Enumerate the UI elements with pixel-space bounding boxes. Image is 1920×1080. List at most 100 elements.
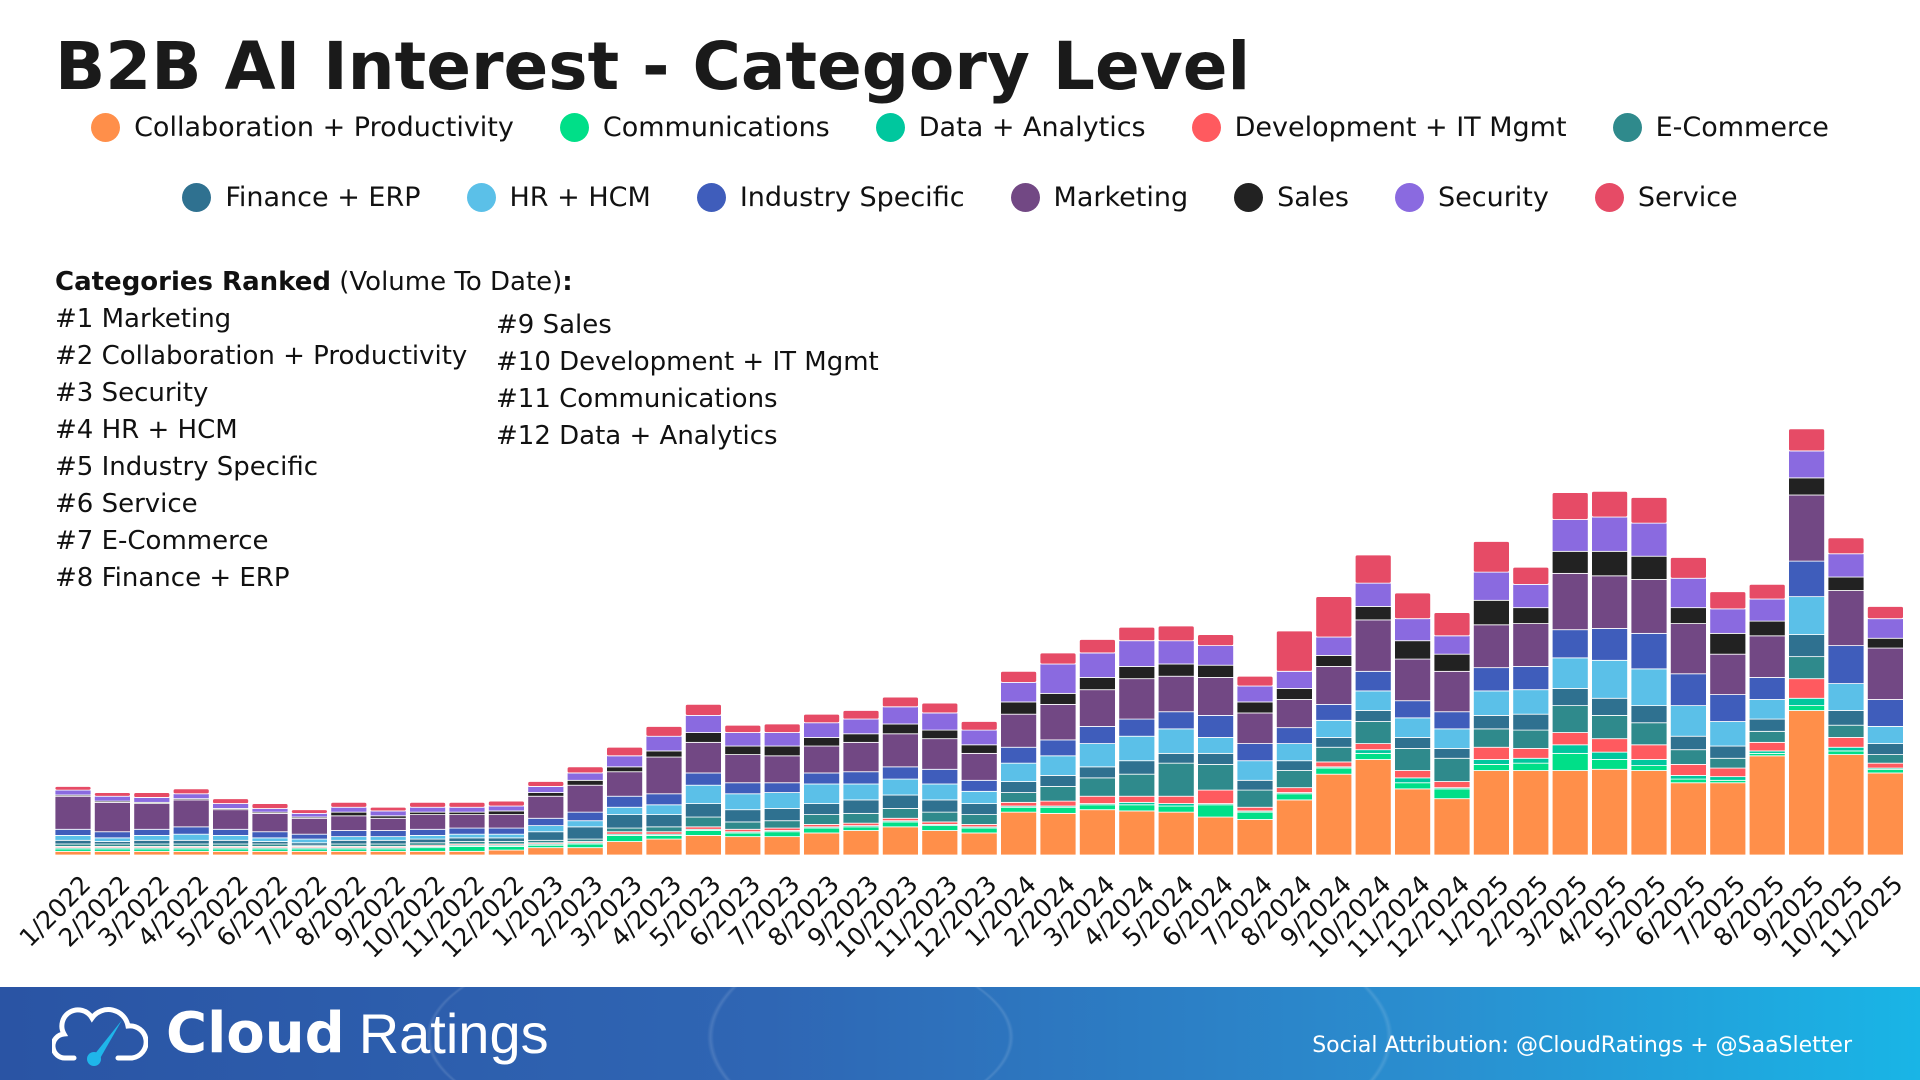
bar-segment-hr-hcm xyxy=(1670,705,1707,737)
bar-segment-finance-erp xyxy=(212,839,250,845)
bar-segment-service xyxy=(448,801,486,808)
bar-segment-marketing xyxy=(1551,572,1589,631)
bar-segment-collaboration-productivity xyxy=(1867,772,1904,856)
bar-segment-finance-erp xyxy=(133,839,171,845)
bar-segment-communications xyxy=(1000,806,1037,813)
bar-segment-collaboration-productivity xyxy=(1788,710,1825,856)
bar-segment-finance-erp xyxy=(842,799,880,814)
bar-segment-service xyxy=(1197,634,1234,647)
bar-segment-service xyxy=(1630,497,1668,524)
bar-segment-development-it-mgmt xyxy=(1276,787,1313,793)
bar-segment-collaboration-productivity xyxy=(1670,782,1707,856)
bar-segment-development-it-mgmt xyxy=(1748,741,1786,752)
bar-segment-finance-erp xyxy=(685,803,722,818)
stacked-bar-chart: 1/20222/20223/20224/20225/20226/20227/20… xyxy=(14,428,1909,964)
bar-stack xyxy=(1118,626,1156,856)
bar-segment-service xyxy=(842,710,880,720)
bar-segment-sales xyxy=(685,732,722,743)
bar-stack xyxy=(409,801,447,856)
bar-stack xyxy=(1867,606,1904,856)
bar-segment-hr-hcm xyxy=(369,836,407,841)
bar-segment-marketing xyxy=(566,784,604,813)
bar-segment-collaboration-productivity xyxy=(842,830,880,856)
bar-segment-industry-specific xyxy=(172,826,210,835)
bar-segment-collaboration-productivity xyxy=(1551,770,1589,856)
bar-segment-sales xyxy=(1354,606,1392,621)
bar-segment-communications xyxy=(1197,804,1234,818)
bar-stack xyxy=(1551,492,1589,856)
bar-segment-sales xyxy=(606,766,643,773)
bar-segment-collaboration-productivity xyxy=(1709,782,1747,856)
bar-segment-industry-specific xyxy=(685,772,722,786)
legend-label: Security xyxy=(1438,182,1549,213)
bar-segment-collaboration-productivity xyxy=(1276,799,1313,856)
bar-segment-sales xyxy=(1197,664,1234,678)
bar-segment-service xyxy=(212,798,250,804)
bar-segment-collaboration-productivity xyxy=(1197,816,1234,856)
ranked-item: #6 Service xyxy=(55,489,198,519)
bar-stack xyxy=(1354,554,1392,856)
bar-segment-industry-specific xyxy=(409,828,447,836)
bar-segment-service xyxy=(1591,490,1628,518)
bar-segment-security xyxy=(1512,583,1550,609)
bar-segment-sales xyxy=(1079,677,1116,691)
footer-banner: Cloud Ratings Social Attribution: @Cloud… xyxy=(0,987,1920,1080)
bar-segment-sales xyxy=(1670,607,1707,624)
legend-label: Collaboration + Productivity xyxy=(134,112,514,143)
bar-stack xyxy=(763,723,801,856)
ranked-header-colon: : xyxy=(562,267,573,297)
bar-segment-collaboration-productivity xyxy=(1433,798,1471,856)
bar-segment-hr-hcm xyxy=(645,804,683,815)
bar-segment-hr-hcm xyxy=(724,793,762,811)
bar-segment-security xyxy=(1276,670,1313,689)
bar-segment-development-it-mgmt xyxy=(1473,746,1510,760)
bar-segment-e-commerce xyxy=(1000,792,1037,803)
bar-segment-security xyxy=(724,732,762,747)
bar-segment-marketing xyxy=(645,756,683,795)
bar-segment-security xyxy=(1827,553,1865,578)
bar-stack xyxy=(1197,634,1234,856)
bar-segment-hr-hcm xyxy=(1827,683,1865,711)
bar-segment-security xyxy=(1748,598,1786,622)
bar-segment-finance-erp xyxy=(1827,710,1865,726)
bar-segment-finance-erp xyxy=(1670,735,1707,751)
legend-item: Finance + ERP xyxy=(182,182,421,213)
bar-stack xyxy=(842,710,880,856)
legend-swatch xyxy=(1191,113,1221,142)
bar-segment-data-analytics xyxy=(1670,775,1707,780)
bar-segment-development-it-mgmt xyxy=(1315,761,1353,768)
bar-segment-sales xyxy=(1867,637,1904,649)
bar-segment-marketing xyxy=(409,814,447,830)
bar-segment-e-commerce xyxy=(1473,728,1510,748)
bar-segment-hr-hcm xyxy=(1867,726,1904,744)
bar-segment-industry-specific xyxy=(330,830,368,838)
bar-segment-data-analytics xyxy=(1551,744,1589,754)
bar-segment-service xyxy=(54,786,92,791)
bar-segment-marketing xyxy=(1276,699,1313,729)
ranked-list-column-2: #9 Sales #10 Development + IT Mgmt #11 Com… xyxy=(496,307,879,455)
bar-segment-security xyxy=(842,718,880,735)
bar-segment-collaboration-productivity xyxy=(685,835,722,856)
legend-label: Communications xyxy=(602,112,830,143)
bar-stack xyxy=(330,801,368,856)
bar-segment-hr-hcm xyxy=(1551,657,1589,689)
bar-segment-communications xyxy=(448,846,486,852)
bar-segment-finance-erp xyxy=(1118,760,1156,775)
bar-segment-finance-erp xyxy=(1079,766,1116,779)
bar-segment-industry-specific xyxy=(1433,711,1471,730)
social-attribution: Social Attribution: @CloudRatings + @Saa… xyxy=(1312,1033,1852,1058)
bar-segment-marketing xyxy=(842,741,880,773)
bar-stack xyxy=(921,702,959,856)
bar-segment-hr-hcm xyxy=(527,825,565,833)
bar-segment-finance-erp xyxy=(1788,634,1825,658)
ranked-item: #7 E-Commerce xyxy=(55,526,269,556)
bar-segment-marketing xyxy=(1591,575,1628,629)
bar-segment-security xyxy=(1394,618,1431,642)
bar-segment-communications xyxy=(1867,768,1904,774)
bar-segment-industry-specific xyxy=(1788,560,1825,598)
bar-segment-collaboration-productivity xyxy=(448,850,486,856)
ranked-header-bold: Categories Ranked xyxy=(55,267,331,297)
bar-segment-marketing xyxy=(1867,647,1904,700)
bar-stack xyxy=(487,800,525,856)
bar-segment-data-analytics xyxy=(1473,759,1510,765)
